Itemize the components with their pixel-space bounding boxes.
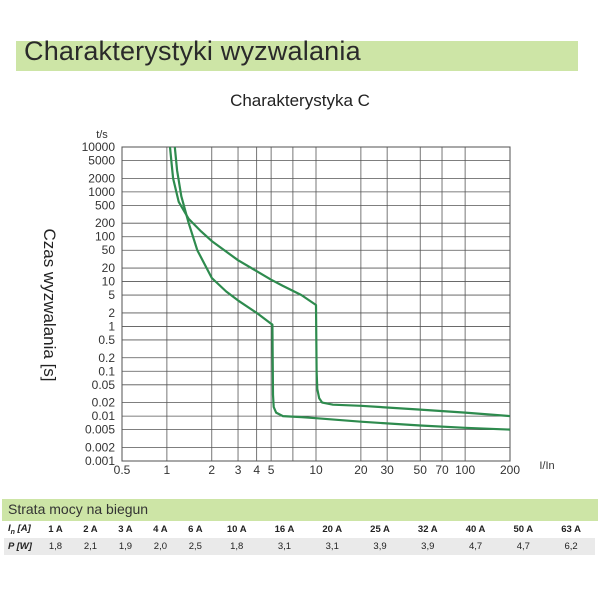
chart-title: Charakterystyka C xyxy=(230,91,370,110)
trip-curve-upper xyxy=(168,146,511,418)
current-cell: 32 A xyxy=(403,521,452,538)
y-unit-label: t/s xyxy=(96,129,108,141)
y-tick-label: 2000 xyxy=(88,171,115,185)
current-cell: 16 A xyxy=(260,521,309,538)
chart-grid xyxy=(121,146,511,462)
x-tick-label: 3 xyxy=(235,463,242,477)
current-cell: 4 A xyxy=(142,521,178,538)
current-cell: 2 A xyxy=(72,521,108,538)
x-tick-label: 5 xyxy=(268,463,275,477)
power-cell: 4,7 xyxy=(451,538,500,555)
y-tick-label: 0.001 xyxy=(85,454,115,468)
current-cell: 3 A xyxy=(107,521,143,538)
y-tick-label: 0.2 xyxy=(98,351,115,365)
y-tick-label: 1000 xyxy=(88,185,115,199)
power-cell: 1,8 xyxy=(38,538,73,555)
power-cell: 3,1 xyxy=(260,538,309,555)
power-cell: 3,9 xyxy=(356,538,404,555)
y-tick-label: 0.01 xyxy=(92,409,116,423)
current-cell: 63 A xyxy=(547,521,595,538)
power-cell: 2,1 xyxy=(72,538,108,555)
power-cell: 1,8 xyxy=(212,538,261,555)
x-tick-label: 0.5 xyxy=(114,463,131,477)
x-tick-label: 1 xyxy=(164,463,171,477)
power-cell: 3,1 xyxy=(308,538,357,555)
x-tick-label: 4 xyxy=(253,463,260,477)
x-tick-label: 20 xyxy=(354,463,368,477)
current-cell: 50 A xyxy=(499,521,548,538)
power-cell: 2,5 xyxy=(177,538,213,555)
y-tick-label: 1 xyxy=(108,319,115,333)
power-cell: 1,9 xyxy=(107,538,143,555)
y-tick-label: 5 xyxy=(108,288,115,302)
header-band xyxy=(16,41,578,71)
x-tick-label: 50 xyxy=(414,463,428,477)
power-cell: 6,2 xyxy=(547,538,595,555)
y-tick-labels: 0.0010.0020.0050.010.020.050.10.20.51251… xyxy=(82,140,116,468)
row-label-power: P [W] xyxy=(4,538,38,555)
y-tick-label: 0.005 xyxy=(85,423,115,437)
x-tick-label: 10 xyxy=(309,463,323,477)
x-tick-label: 2 xyxy=(208,463,215,477)
y-tick-label: 100 xyxy=(95,230,115,244)
power-cell: 3,9 xyxy=(403,538,452,555)
power-cell: 2,0 xyxy=(142,538,178,555)
x-tick-labels: 0.5 1 2 3 4 5 10 20 30 50 70 100 200 xyxy=(114,463,521,477)
x-unit-label: I/In xyxy=(539,460,554,472)
current-cell: 10 A xyxy=(212,521,261,538)
table-row-power: P [W] 1,8 2,1 1,9 2,0 2,5 1,8 3,1 3,1 3,9 3,9 4,7 4… xyxy=(4,538,595,555)
y-tick-label: 500 xyxy=(95,198,115,212)
row-label-current: In [A] xyxy=(4,521,38,538)
y-tick-label: 50 xyxy=(102,243,116,257)
x-tick-label: 200 xyxy=(500,463,520,477)
current-cell: 6 A xyxy=(177,521,213,538)
y-tick-label: 5000 xyxy=(88,154,115,168)
y-tick-label: 0.002 xyxy=(85,440,115,454)
y-tick-label: 10 xyxy=(102,275,116,289)
chart-curves xyxy=(168,146,511,431)
current-cell: 25 A xyxy=(356,521,404,538)
x-tick-label: 30 xyxy=(380,463,394,477)
y-tick-label: 2 xyxy=(108,306,115,320)
table-band xyxy=(2,499,598,521)
x-tick-label: 100 xyxy=(455,463,475,477)
x-tick-label: 70 xyxy=(435,463,449,477)
trip-curve-lower xyxy=(173,146,511,431)
y-tick-label: 20 xyxy=(102,261,116,275)
power-cell: 4,7 xyxy=(499,538,548,555)
y-tick-label: 10000 xyxy=(82,140,116,154)
y-tick-label: 0.05 xyxy=(92,378,116,392)
y-tick-label: 0.5 xyxy=(98,333,115,347)
y-axis-title: Czas wyzwalania [s] xyxy=(40,228,59,381)
y-tick-label: 0.1 xyxy=(98,364,115,378)
page-title: Charakterystyki wyzwalania xyxy=(24,36,361,66)
y-tick-label: 0.02 xyxy=(92,396,116,410)
table-title: Strata mocy na biegun xyxy=(8,501,149,517)
current-cell: 20 A xyxy=(308,521,357,538)
current-cell: 40 A xyxy=(451,521,500,538)
y-tick-label: 200 xyxy=(95,216,115,230)
current-cell: 1 A xyxy=(38,521,73,538)
